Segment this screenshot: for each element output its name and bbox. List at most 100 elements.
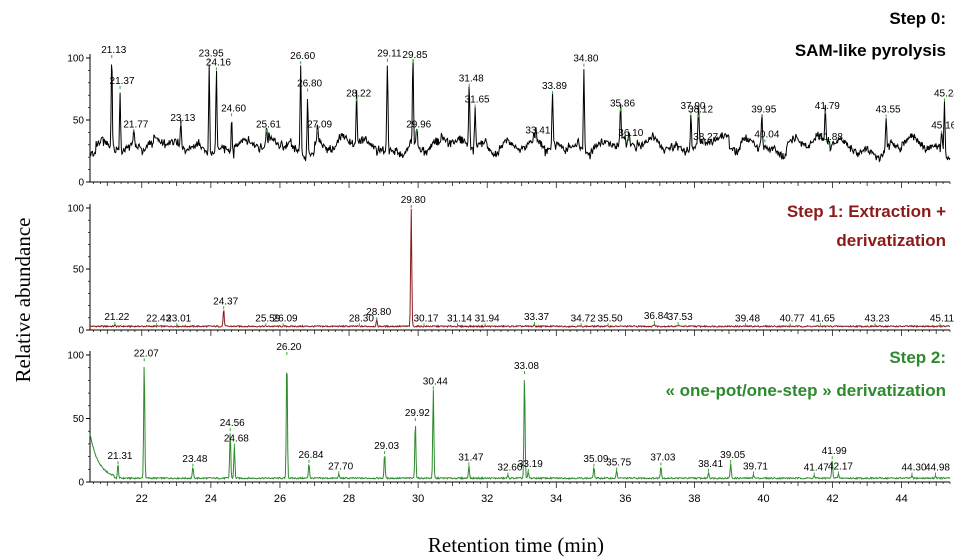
peak-label: 42.17 [828, 461, 853, 472]
peak-label: 33.08 [514, 361, 539, 372]
x-tick-label: 26 [274, 493, 286, 505]
peak-label: 29.85 [402, 50, 427, 61]
x-tick-label: 40 [757, 493, 769, 505]
peak-label: 35.09 [583, 454, 608, 465]
y-tick-label: 50 [73, 414, 85, 425]
panel-2: 0 50 100 22 24 26 28 30 32 34 36 38 40 42 44 21.31 22.07… [67, 342, 950, 505]
x-tick-label: 24 [205, 493, 217, 505]
peak-label: 29.96 [406, 119, 431, 130]
peak-label: 41.65 [810, 313, 835, 324]
peak-label: 30.17 [413, 313, 438, 324]
x-tick-label: 30 [412, 493, 424, 505]
y-tick-label: 100 [67, 351, 84, 362]
peak-label: 28.22 [346, 88, 371, 99]
peak-label: 21.22 [104, 312, 129, 323]
peak-label: 26.60 [290, 51, 315, 62]
peak-label: 29.11 [377, 49, 402, 60]
peak-label: 35.86 [610, 98, 635, 109]
peak-label: 34.80 [573, 54, 598, 65]
peak-label: 31.48 [459, 74, 484, 85]
x-tick-label: 36 [619, 493, 631, 505]
peak-label: 41.47 [804, 463, 829, 474]
x-tick-label: 44 [896, 493, 908, 505]
peak-label: 33.41 [525, 126, 550, 137]
peak-label: 24.60 [221, 103, 246, 114]
peak-label: 28.80 [366, 307, 391, 318]
peak-label: 38.27 [693, 132, 718, 143]
y-tick-label: 50 [73, 265, 85, 276]
series-trace-0 [89, 59, 951, 163]
peak-label: 33.89 [542, 81, 567, 92]
peak-label: 27.09 [307, 119, 332, 130]
peak-label: 24.56 [220, 418, 245, 429]
peak-label: 22.07 [134, 348, 159, 359]
peak-label: 26.84 [298, 450, 323, 461]
peak-label: 43.55 [876, 105, 901, 116]
peak-label: 37.53 [668, 312, 693, 323]
y-tick-label: 100 [67, 54, 84, 65]
peak-label: 33.37 [524, 312, 549, 323]
peak-label: 41.99 [822, 446, 847, 457]
peak-label: 41.79 [815, 101, 840, 112]
peak-label: 37.03 [650, 452, 675, 463]
panel-title-line: « one-pot/one-step » derivatization [665, 381, 946, 400]
peak-label: 45.16 [931, 121, 954, 132]
peak-label: 36.84 [644, 311, 669, 322]
peak-label: 36.10 [618, 128, 643, 139]
peak-label: 41.88 [818, 132, 843, 143]
peak-label: 39.71 [743, 461, 768, 472]
peak-label: 28.30 [349, 313, 374, 324]
peak-label: 31.65 [465, 95, 490, 106]
x-tick-label: 28 [343, 493, 355, 505]
panel-title-line: SAM-like pyrolysis [795, 41, 946, 60]
peak-label: 25.59 [255, 313, 280, 324]
y-tick-label: 100 [67, 204, 84, 215]
panel-title-line: Step 0: [889, 9, 946, 28]
peak-label: 26.09 [273, 313, 298, 324]
peak-label: 24.68 [224, 433, 249, 444]
peak-label: 21.31 [107, 451, 132, 462]
peak-label: 27.70 [328, 461, 353, 472]
y-tick-label: 0 [78, 478, 84, 489]
peak-label: 31.14 [447, 313, 472, 324]
peak-label: 24.16 [206, 57, 231, 68]
peak-label: 23.95 [199, 49, 224, 60]
peak-label: 26.80 [297, 78, 322, 89]
peak-label: 39.05 [720, 450, 745, 461]
peak-label: 30.44 [423, 376, 448, 387]
y-tick-label: 0 [78, 178, 84, 189]
peak-label: 22.43 [146, 313, 171, 324]
peak-label: 24.37 [213, 296, 238, 307]
x-tick-label: 42 [826, 493, 838, 505]
peak-label: 34.72 [571, 313, 596, 324]
peak-label: 39.95 [751, 105, 776, 116]
peak-label: 45.11 [930, 313, 954, 324]
peak-label: 38.12 [688, 105, 713, 116]
peak-label: 23.13 [170, 113, 195, 124]
peak-label: 35.50 [598, 313, 623, 324]
peak-label: 40.04 [754, 129, 779, 140]
peak-label: 40.77 [780, 313, 805, 324]
x-tick-label: 38 [688, 493, 700, 505]
peak-label: 23.01 [166, 313, 191, 324]
x-tick-label: 32 [481, 493, 493, 505]
peak-label: 25.61 [256, 119, 281, 130]
peak-label: 38.41 [698, 459, 723, 470]
peak-label: 43.23 [865, 313, 890, 324]
series-trace-1 [89, 208, 951, 329]
peak-label: 44.98 [925, 463, 950, 474]
x-tick-label: 34 [550, 493, 562, 505]
peak-label: 21.77 [123, 119, 148, 130]
series-trace-2 [89, 366, 951, 481]
y-axis-label: Relative abundance [11, 217, 35, 382]
peak-label: 23.48 [182, 454, 207, 465]
peak-label: 29.03 [374, 441, 399, 452]
peak-label: 37.90 [680, 101, 705, 112]
peak-label: 33.19 [518, 459, 543, 470]
peak-label: 31.94 [475, 313, 500, 324]
panel-title-line: derivatization [836, 231, 946, 250]
